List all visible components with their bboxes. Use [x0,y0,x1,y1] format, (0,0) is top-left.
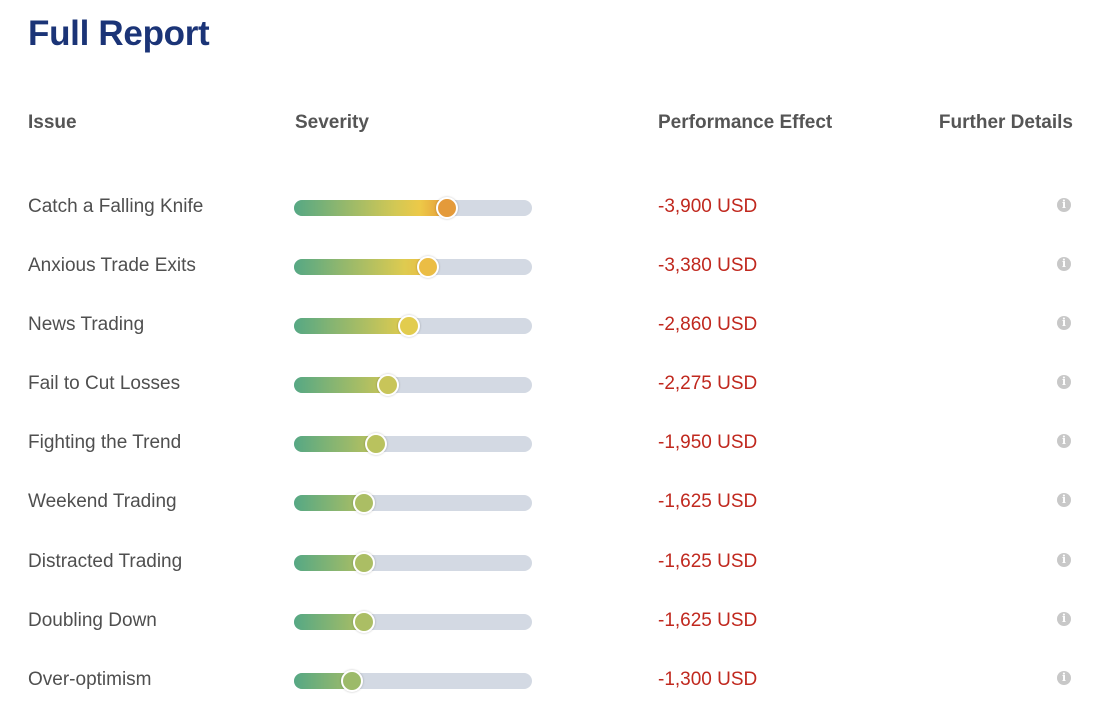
severity-fill [294,613,363,630]
info-icon[interactable]: i [1057,375,1071,390]
issue-name: Anxious Trade Exits [28,255,196,277]
info-icon[interactable]: i [1057,257,1071,272]
severity-fill [294,200,446,216]
severity-fill [294,554,363,571]
issue-name: Distracted Trading [28,550,183,572]
performance-effect: -2,860 USD [658,314,758,336]
severity-fill [294,318,408,335]
table-row: Fail to Cut Losses -2,275 USD i [0,355,1114,414]
performance-effect: -2,275 USD [658,373,758,395]
severity-knob [398,315,420,338]
issue-name: Over-optimism [28,668,152,690]
performance-effect: -1,625 USD [658,550,758,572]
performance-effect: -1,625 USD [658,491,758,513]
performance-effect: -1,625 USD [658,609,758,631]
info-icon[interactable]: i [1057,493,1071,508]
column-header-further-details: Further Details [938,112,1073,133]
column-header-issue: Issue [28,112,77,133]
severity-fill [294,436,375,453]
severity-fill [294,495,363,512]
info-icon[interactable]: i [1057,611,1071,626]
performance-effect: -1,950 USD [658,432,758,454]
severity-knob [353,551,375,574]
severity-bar [294,197,532,219]
info-icon[interactable]: i [1057,434,1071,449]
info-icon[interactable]: i [1057,198,1071,212]
issue-name: Weekend Trading [28,491,177,513]
severity-bar [294,433,532,456]
severity-fill [294,672,351,689]
severity-bar [294,374,532,397]
table-row: Over-optimism -1,300 USD i [0,651,1114,710]
table-row: Distracted Trading -1,625 USD i [0,533,1114,592]
severity-bar [294,551,532,574]
severity-knob [353,610,375,633]
severity-fill [294,377,387,394]
severity-bar [294,492,532,515]
column-header-performance-effect: Performance Effect [658,112,833,133]
performance-effect: -1,300 USD [658,668,758,690]
table-row: Doubling Down -1,625 USD i [0,592,1114,651]
info-icon[interactable]: i [1057,316,1071,331]
issue-name: Fail to Cut Losses [28,373,181,395]
issue-name: Doubling Down [28,609,157,631]
table-row: Weekend Trading -1,625 USD i [0,473,1114,532]
severity-knob [353,492,375,515]
table-row: News Trading -2,860 USD i [0,296,1114,355]
column-header-severity: Severity [295,112,369,133]
issue-name: Catch a Falling Knife [28,196,204,217]
severity-knob [341,669,363,692]
issue-name: Fighting the Trend [28,432,182,454]
table-row: Catch a Falling Knife -3,900 USD i [0,178,1114,237]
severity-knob [365,433,387,456]
severity-knob [436,197,458,219]
severity-fill [294,259,427,276]
performance-effect: -3,900 USD [658,196,758,217]
report-table: Catch a Falling Knife -3,900 USD i Anxio… [0,178,1114,710]
severity-bar [294,610,532,633]
performance-effect: -3,380 USD [658,255,758,277]
table-row: Fighting the Trend -1,950 USD i [0,414,1114,473]
severity-knob [417,256,439,279]
severity-bar [294,315,532,338]
severity-bar [294,256,532,279]
page-title: Full Report [28,14,210,53]
info-icon[interactable]: i [1057,670,1071,685]
table-row: Anxious Trade Exits -3,380 USD i [0,237,1114,296]
issue-name: News Trading [28,314,145,336]
severity-knob [377,374,399,397]
severity-bar [294,669,532,692]
info-icon[interactable]: i [1057,552,1071,567]
